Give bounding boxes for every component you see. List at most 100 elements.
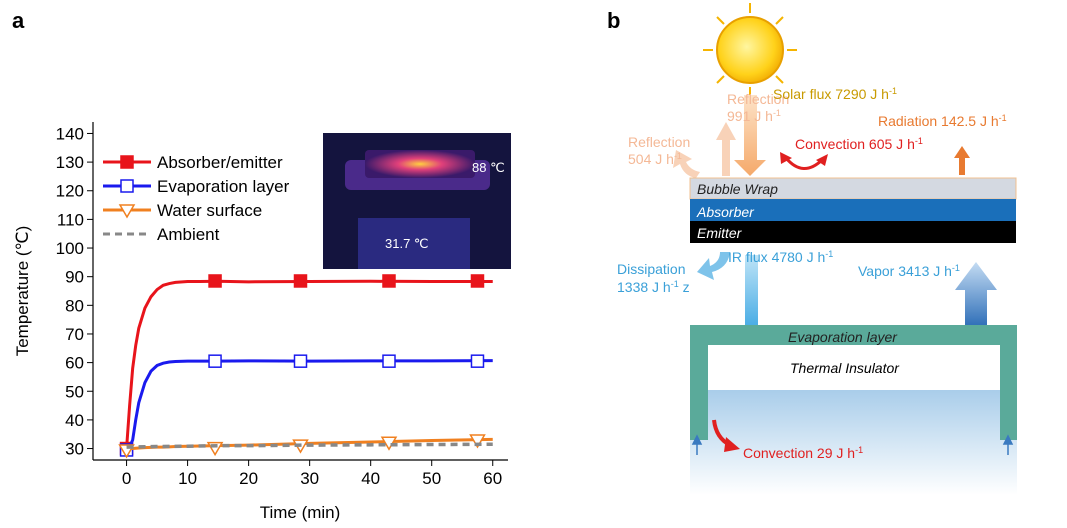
panel-label: b (607, 8, 620, 33)
label-text: Emitter (697, 225, 743, 241)
inset-label: 88 ℃ (472, 160, 505, 175)
label-text: 1338 J h (617, 279, 671, 295)
label-superscript: -1 (671, 279, 679, 289)
y-tick-label: 110 (57, 210, 84, 229)
label-text: Radiation 142.5 J h (878, 113, 999, 129)
marker (382, 274, 396, 288)
evaporation-layer (690, 325, 1017, 440)
water-flow (691, 434, 1014, 455)
label-text: Reflection (628, 134, 690, 150)
inset-vessel (358, 218, 470, 269)
convection-arrowhead (780, 152, 828, 166)
legend-label: Water surface (157, 201, 262, 220)
dissipation-arrow (697, 252, 730, 280)
y-tick-label: 30 (65, 440, 84, 459)
diagram-label: Convection 29 J h-1 (743, 445, 863, 461)
y-tick-label: 70 (65, 325, 84, 344)
label-text: Absorber (696, 204, 755, 220)
label-text: Thermal Insulator (790, 360, 900, 376)
y-tick-label: 100 (56, 239, 84, 258)
label-text: Evaporation layer (788, 329, 898, 345)
diagram-label: Radiation 142.5 J h-1 (878, 113, 1007, 129)
legend-marker (118, 204, 136, 219)
y-tick-label: 40 (65, 411, 84, 430)
y-tick-label: 130 (56, 153, 84, 172)
sun (703, 3, 797, 97)
y-tick-label: 60 (65, 354, 84, 373)
x-axis-label: Time (min) (260, 503, 341, 522)
water (690, 390, 1017, 495)
series-line (125, 279, 493, 449)
diagram-label: IR flux 4780 J h-1 (728, 249, 833, 265)
diagram-label: 1338 J h-1 z (617, 279, 690, 295)
series-line (125, 359, 493, 450)
marker (208, 274, 222, 288)
y-tick-label: 90 (65, 268, 84, 287)
y-tick-label: 50 (65, 382, 84, 401)
marker (293, 354, 308, 368)
label-superscript: -1 (915, 136, 923, 146)
absorber-layer (690, 199, 1016, 221)
ir-arrow (736, 255, 766, 345)
label-text: Bubble Wrap (697, 181, 778, 197)
label-superscript: -1 (855, 445, 863, 455)
marker (208, 354, 222, 368)
radiation-arrow (954, 146, 970, 175)
label-superscript: -1 (773, 108, 781, 118)
label-text: Vapor 3413 J h (858, 263, 952, 279)
legend-marker (120, 155, 134, 169)
chart: 88 ℃ 31.7 ℃ Time (min) Temperature (℃) 3… (13, 122, 511, 522)
diagram-label: Solar flux 7290 J h-1 (773, 86, 897, 102)
diagram-label: 504 J h-1 (628, 151, 682, 167)
x-tick-label: 40 (361, 469, 380, 488)
solar-arrow (734, 95, 766, 176)
series-line (126, 442, 493, 449)
thermal-insulator (708, 345, 1000, 390)
label-suffix: z (679, 279, 690, 295)
label-text: 991 J h (727, 108, 773, 124)
diagram-label: Dissipation (617, 261, 685, 277)
y-tick-label: 80 (65, 296, 84, 315)
diagram-label: Convection 605 J h-1 (795, 136, 923, 152)
inset-label: 31.7 ℃ (385, 236, 429, 251)
legend-label: Ambient (157, 225, 220, 244)
diagram-label: Bubble Wrap (697, 181, 778, 197)
panel-label: a (12, 8, 25, 33)
label-text: Convection 29 J h (743, 445, 855, 461)
legend-label: Evaporation layer (157, 177, 290, 196)
diagram-label: Evaporation layer (788, 329, 898, 345)
marker (470, 274, 485, 288)
convection-arrow (784, 156, 824, 170)
vapor-arrow (955, 262, 997, 326)
label-superscript: -1 (825, 249, 833, 259)
y-axis-label: Temperature (℃) (13, 226, 32, 357)
label-text: IR flux 4780 J h (728, 249, 825, 265)
diagram-label: Reflection (727, 91, 789, 107)
label-text: 504 J h (628, 151, 674, 167)
label-text: Dissipation (617, 261, 685, 277)
x-tick-label: 0 (122, 469, 131, 488)
x-tick-label: 50 (422, 469, 441, 488)
label-text: Convection 605 J h (795, 136, 915, 152)
y-tick-label: 120 (56, 182, 84, 201)
label-superscript: -1 (952, 263, 960, 273)
diagram-label: Thermal Insulator (790, 360, 900, 376)
marker (470, 354, 485, 368)
marker (469, 434, 486, 449)
reflection-arrow (716, 122, 736, 176)
diagram-label: Vapor 3413 J h-1 (858, 263, 960, 279)
legend-label: Absorber/emitter (157, 153, 283, 172)
marker (382, 354, 396, 368)
x-tick-label: 60 (483, 469, 502, 488)
label-superscript: -1 (674, 151, 682, 161)
label-text: Reflection (727, 91, 789, 107)
x-tick-label: 30 (300, 469, 319, 488)
diagram-label: Emitter (697, 225, 743, 241)
inset-hot (365, 150, 475, 178)
diagram-label: Reflection (628, 134, 690, 150)
legend-marker (120, 179, 134, 193)
emitter-layer (690, 221, 1016, 243)
label-superscript: -1 (999, 113, 1007, 123)
